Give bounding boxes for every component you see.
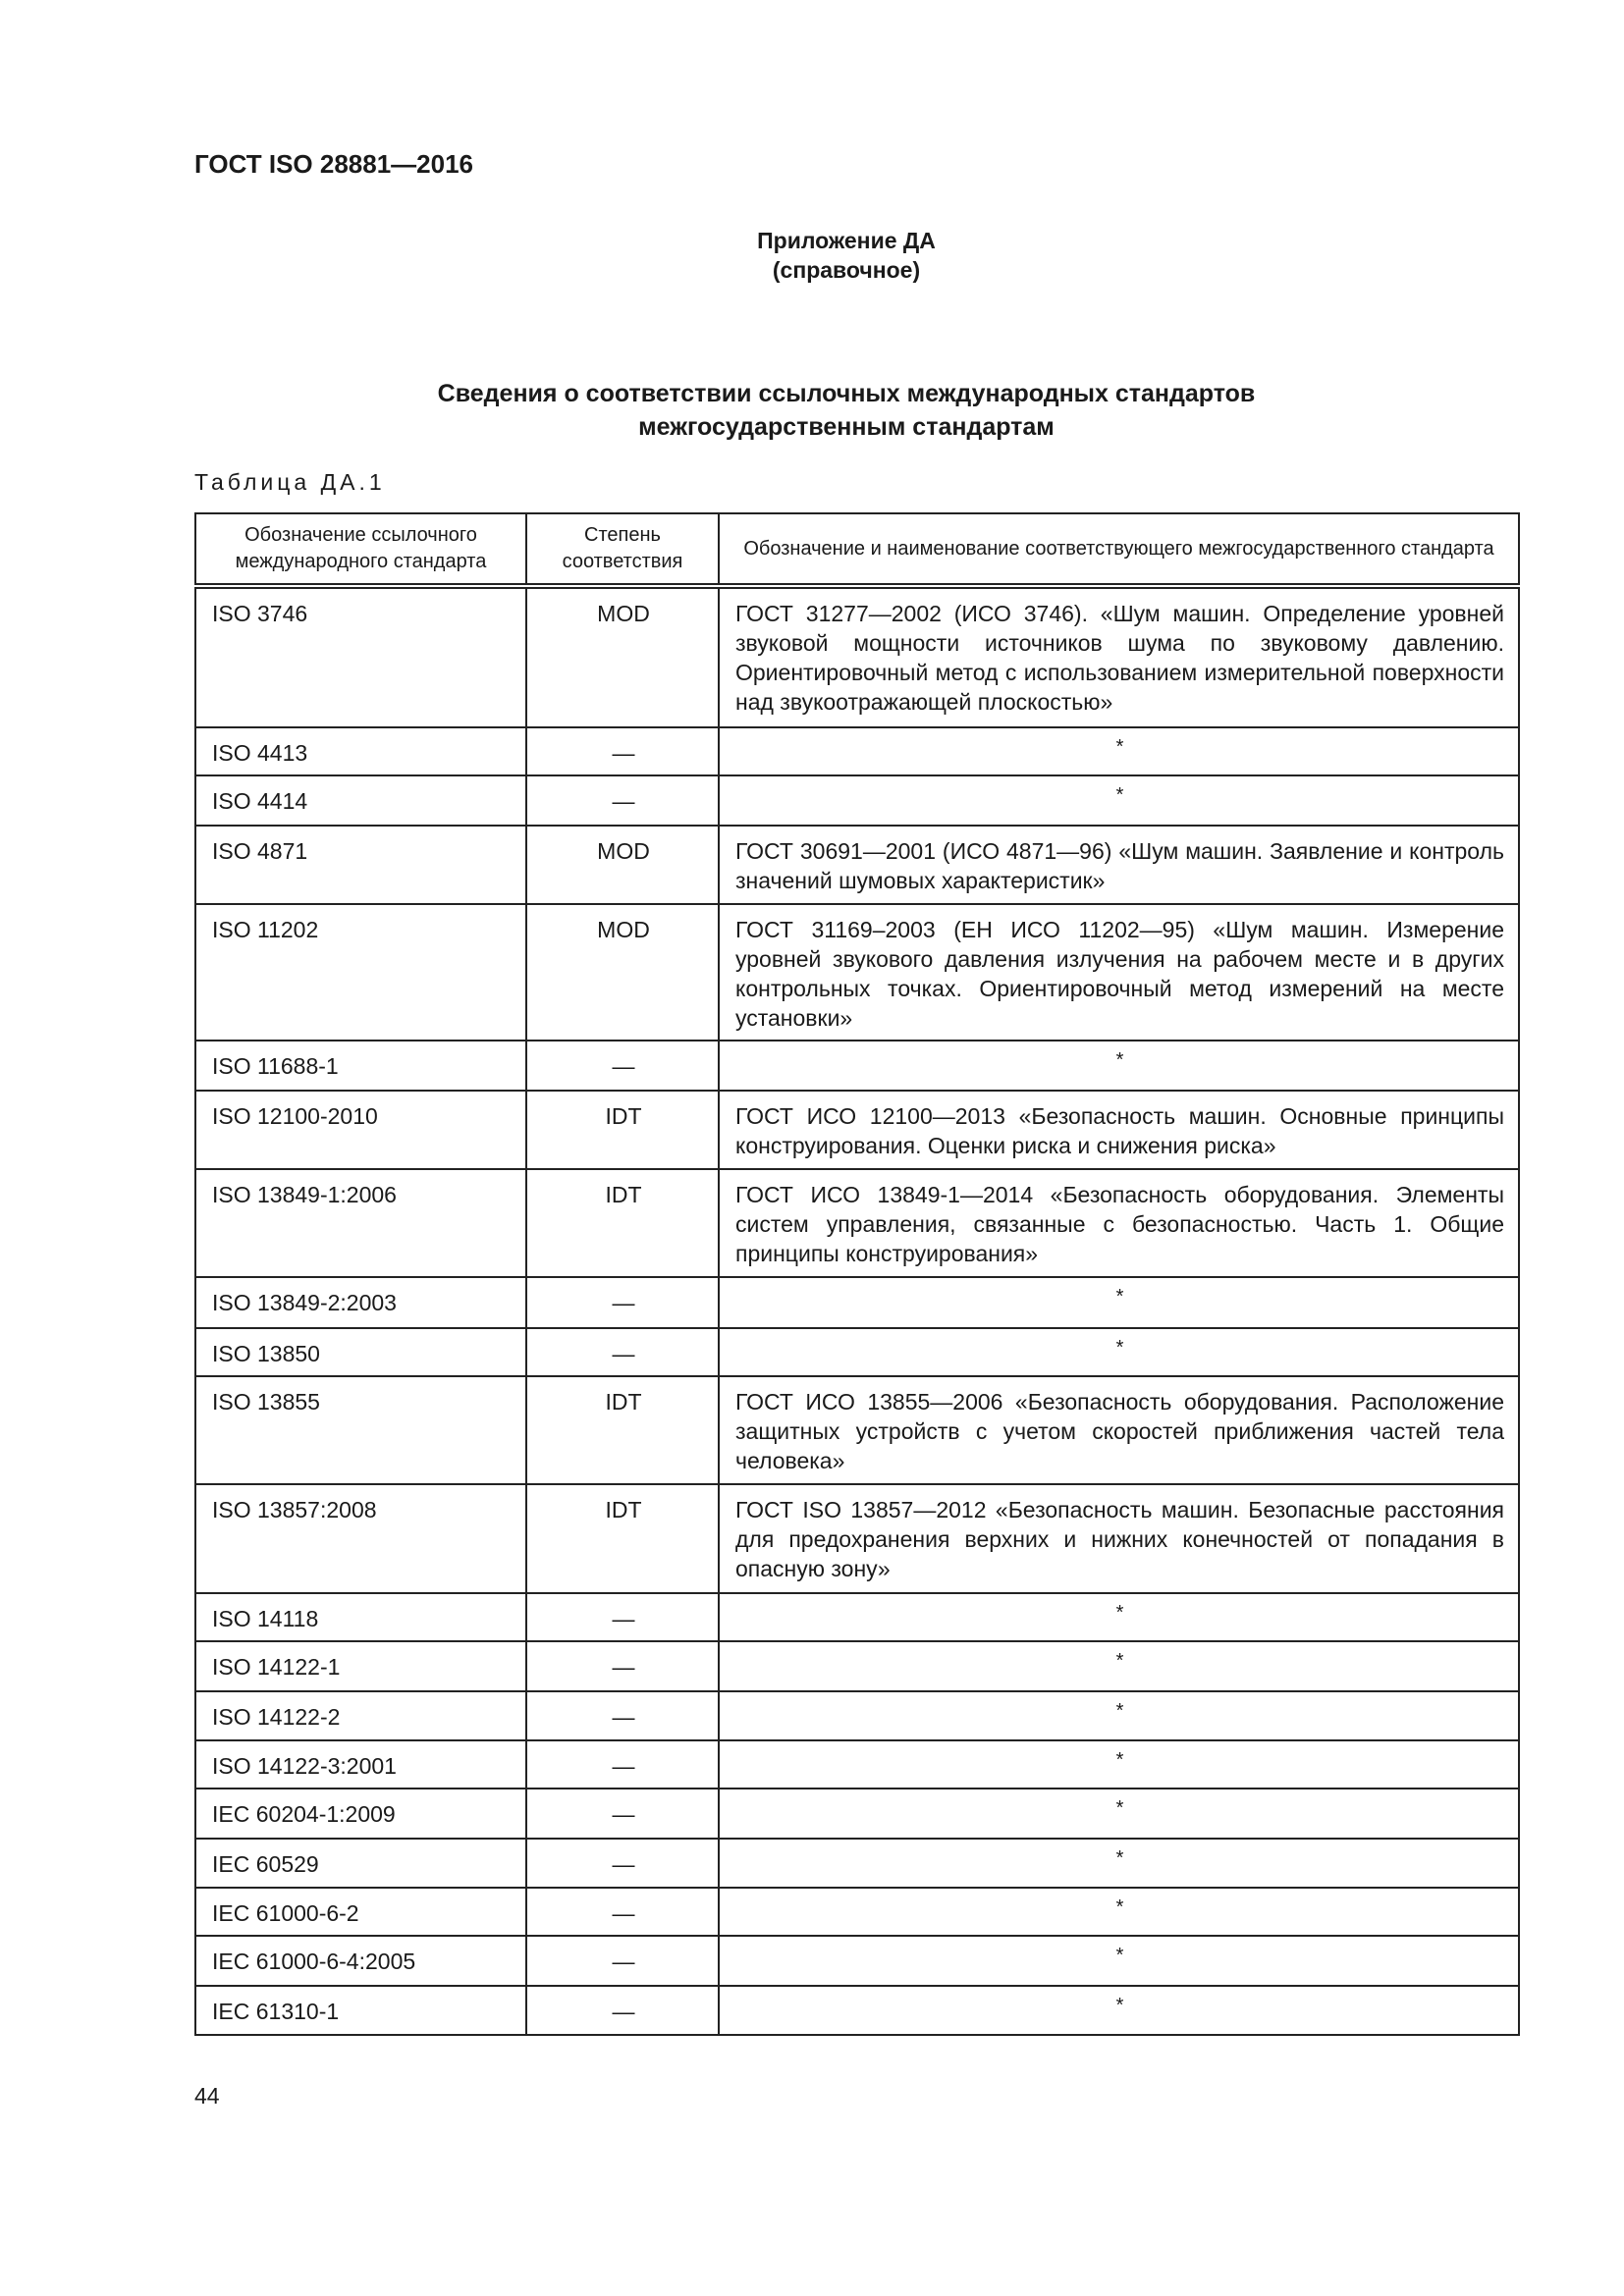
table-row: ISO 4871 MOD ГОСТ 30691—2001 (ИСО 4871—96)… (194, 825, 1520, 905)
reference-standard-cell: ISO 13855 (194, 1375, 527, 1485)
table-row: ISO 11688-1— * (194, 1040, 1520, 1092)
reference-standard-cell: IEC 60204-1:2009 (194, 1788, 527, 1840)
national-standard-cell: * (718, 1739, 1520, 1789)
table-row: ISO 4413— * (194, 726, 1520, 776)
table-row: ISO 13849-1:2006 IDT ГОСТ ИСО 13849-1—2014… (194, 1168, 1520, 1278)
column-header-reference: Обозначение ссылочного международного ст… (194, 512, 527, 589)
annex-heading: Приложение ДА (справочное) (0, 226, 1624, 285)
reference-standard-cell: ISO 11688-1 (194, 1040, 527, 1092)
degree-cell: IDT (525, 1090, 720, 1170)
national-standard-cell: ГОСТ 31169–2003 (ЕН ИСО 11202—95) «Шум м… (718, 903, 1520, 1041)
reference-standard-cell: IEC 60529 (194, 1838, 527, 1889)
national-standard-cell: * (718, 1985, 1520, 2036)
reference-standard-cell: ISO 14122-3:2001 (194, 1739, 527, 1789)
degree-cell: — (525, 1838, 720, 1889)
national-standard-cell: ГОСТ ИСО 13855—2006 «Безопасность оборуд… (718, 1375, 1520, 1485)
national-standard-cell: * (718, 1040, 1520, 1092)
column-header-degree: Степень соответствия (525, 512, 720, 589)
national-standard-cell: * (718, 1935, 1520, 1987)
reference-standard-cell: ISO 14122-2 (194, 1690, 527, 1741)
reference-standard-cell: ISO 12100-2010 (194, 1090, 527, 1170)
degree-cell: IDT (525, 1168, 720, 1278)
degree-cell: MOD (525, 825, 720, 905)
table-row: ISO 14122-1— * (194, 1640, 1520, 1692)
table-label: Таблица ДА.1 (194, 469, 386, 495)
document-header: ГОСТ ISO 28881—2016 (194, 149, 474, 179)
national-standard-cell: ГОСТ ISO 13857—2012 «Безопасность машин.… (718, 1483, 1520, 1594)
table-row: IEC 61000-6-4:2005— * (194, 1935, 1520, 1987)
section-title: Сведения о соответствии ссылочных междун… (0, 377, 1624, 444)
reference-standard-cell: ISO 11202 (194, 903, 527, 1041)
degree-cell: — (525, 1040, 720, 1092)
reference-standard-cell: ISO 14122-1 (194, 1640, 527, 1692)
table-row: IEC 61310-1— * (194, 1985, 1520, 2036)
degree-cell: IDT (525, 1483, 720, 1594)
table-row: ISO 4414— * (194, 774, 1520, 827)
table-row: IEC 60529— * (194, 1838, 1520, 1889)
annex-subtitle: (справочное) (772, 257, 921, 283)
national-standard-cell: * (718, 1276, 1520, 1329)
table-row: ISO 14118— * (194, 1592, 1520, 1642)
table-row: IEC 60204-1:2009— * (194, 1788, 1520, 1840)
section-title-line2: межгосударственным стандартам (638, 413, 1055, 441)
table-row: IEC 61000-6-2— * (194, 1887, 1520, 1937)
degree-cell: — (525, 1327, 720, 1377)
degree-cell: — (525, 774, 720, 827)
reference-standard-cell: ISO 13849-2:2003 (194, 1276, 527, 1329)
degree-cell: — (525, 1592, 720, 1642)
degree-cell: — (525, 1985, 720, 2036)
degree-cell: — (525, 1690, 720, 1741)
degree-cell: — (525, 1640, 720, 1692)
standards-table: Обозначение ссылочного международного ст… (194, 512, 1520, 2036)
section-title-line1: Сведения о соответствии ссылочных междун… (437, 380, 1256, 407)
reference-standard-cell: ISO 13857:2008 (194, 1483, 527, 1594)
degree-cell: MOD (525, 585, 720, 728)
table-row: ISO 13855 IDT ГОСТ ИСО 13855—2006 «Безопас… (194, 1375, 1520, 1485)
table-row: ISO 13857:2008 IDT ГОСТ ISO 13857—2012 «Бе… (194, 1483, 1520, 1594)
table-row: ISO 13850— * (194, 1327, 1520, 1377)
national-standard-cell: * (718, 1887, 1520, 1937)
reference-standard-cell: IEC 61310-1 (194, 1985, 527, 2036)
page-number: 44 (194, 2083, 220, 2109)
table-row: ISO 14122-3:2001— * (194, 1739, 1520, 1789)
degree-cell: IDT (525, 1375, 720, 1485)
reference-standard-cell: ISO 13850 (194, 1327, 527, 1377)
reference-standard-cell: IEC 61000-6-4:2005 (194, 1935, 527, 1987)
degree-cell: — (525, 1739, 720, 1789)
national-standard-cell: ГОСТ ИСО 12100—2013 «Безопасность машин.… (718, 1090, 1520, 1170)
national-standard-cell: * (718, 1327, 1520, 1377)
national-standard-cell: * (718, 1640, 1520, 1692)
national-standard-cell: * (718, 1690, 1520, 1741)
degree-cell: — (525, 726, 720, 776)
reference-standard-cell: ISO 4414 (194, 774, 527, 827)
table-row: ISO 13849-2:2003— * (194, 1276, 1520, 1329)
reference-standard-cell: IEC 61000-6-2 (194, 1887, 527, 1937)
national-standard-cell: * (718, 1788, 1520, 1840)
reference-standard-cell: ISO 4871 (194, 825, 527, 905)
annex-title: Приложение ДА (757, 228, 936, 253)
reference-standard-cell: ISO 4413 (194, 726, 527, 776)
national-standard-cell: ГОСТ 31277—2002 (ИСО 3746). «Шум машин. … (718, 585, 1520, 728)
national-standard-cell: * (718, 774, 1520, 827)
table-row: ISO 11202 MOD ГОСТ 31169–2003 (ЕН ИСО 1120… (194, 903, 1520, 1041)
reference-standard-cell: ISO 14118 (194, 1592, 527, 1642)
degree-cell: — (525, 1276, 720, 1329)
column-header-national: Обозначение и наименование соответствующ… (718, 512, 1520, 589)
degree-cell: — (525, 1935, 720, 1987)
national-standard-cell: * (718, 1592, 1520, 1642)
degree-cell: — (525, 1887, 720, 1937)
reference-standard-cell: ISO 13849-1:2006 (194, 1168, 527, 1278)
table-header-row: Обозначение ссылочного международного ст… (194, 512, 1520, 589)
degree-cell: MOD (525, 903, 720, 1041)
national-standard-cell: ГОСТ ИСО 13849-1—2014 «Безопасность обор… (718, 1168, 1520, 1278)
national-standard-cell: ГОСТ 30691—2001 (ИСО 4871—96) «Шум машин… (718, 825, 1520, 905)
national-standard-cell: * (718, 726, 1520, 776)
table-row: ISO 14122-2— * (194, 1690, 1520, 1741)
table-row: ISO 3746 MOD ГОСТ 31277—2002 (ИСО 3746). «… (194, 585, 1520, 728)
reference-standard-cell: ISO 3746 (194, 585, 527, 728)
table-row: ISO 12100-2010 IDT ГОСТ ИСО 12100—2013 «Бе… (194, 1090, 1520, 1170)
degree-cell: — (525, 1788, 720, 1840)
national-standard-cell: * (718, 1838, 1520, 1889)
